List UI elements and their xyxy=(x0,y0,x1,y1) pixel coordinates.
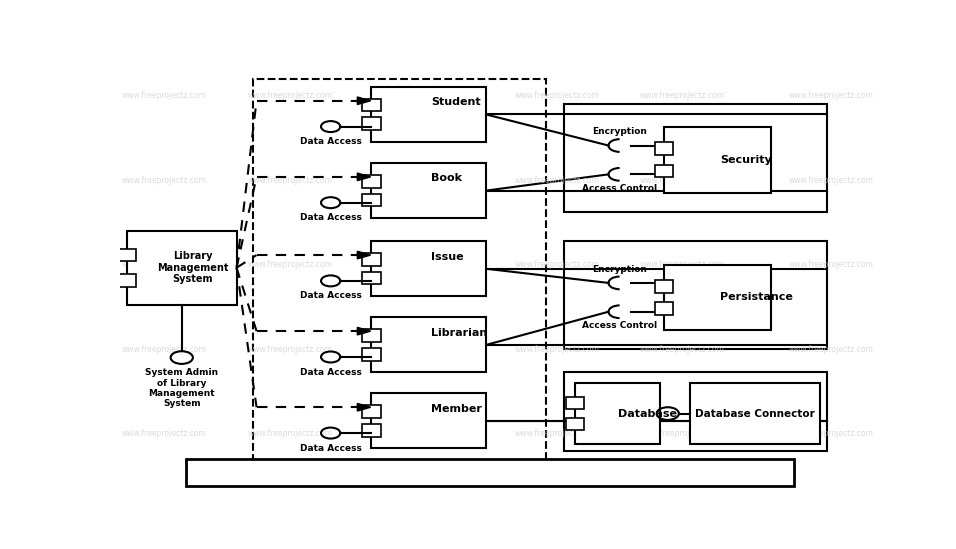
Text: www.freeprojectz.com: www.freeprojectz.com xyxy=(641,429,725,438)
FancyBboxPatch shape xyxy=(576,383,661,444)
Text: www.freeprojectz.com: www.freeprojectz.com xyxy=(121,429,206,438)
Text: www.freeprojectz.com: www.freeprojectz.com xyxy=(514,176,599,184)
Text: Data Access: Data Access xyxy=(300,137,361,146)
Text: www.freeprojectz.com: www.freeprojectz.com xyxy=(121,345,206,354)
Text: www.freeprojectz.com: www.freeprojectz.com xyxy=(248,176,333,184)
Bar xyxy=(362,253,380,266)
Text: www.freeprojectz.com: www.freeprojectz.com xyxy=(789,429,873,438)
FancyBboxPatch shape xyxy=(664,127,771,193)
Text: Librarian: Librarian xyxy=(431,328,488,338)
Polygon shape xyxy=(358,251,371,259)
Bar xyxy=(362,117,380,130)
Bar xyxy=(655,142,673,155)
Text: www.freeprojectz.com: www.freeprojectz.com xyxy=(121,260,206,269)
Polygon shape xyxy=(358,404,371,411)
FancyBboxPatch shape xyxy=(127,231,236,305)
Text: www.freeprojectz.com: www.freeprojectz.com xyxy=(789,176,873,184)
Text: www.freeprojectz.com: www.freeprojectz.com xyxy=(514,91,599,100)
FancyBboxPatch shape xyxy=(690,383,819,444)
Text: Security: Security xyxy=(720,155,771,165)
Text: Database: Database xyxy=(618,408,677,418)
Text: Access Control: Access Control xyxy=(582,321,657,330)
Text: Data Access: Data Access xyxy=(300,367,361,377)
Text: Data Access: Data Access xyxy=(300,444,361,452)
Text: Book: Book xyxy=(431,173,462,183)
FancyBboxPatch shape xyxy=(371,394,487,449)
Text: Data Access: Data Access xyxy=(300,213,361,222)
Bar xyxy=(655,280,673,293)
Bar xyxy=(362,424,380,436)
Bar xyxy=(655,165,673,177)
Text: www.freeprojectz.com: www.freeprojectz.com xyxy=(121,176,206,184)
Text: www.freeprojectz.com: www.freeprojectz.com xyxy=(380,429,466,438)
Text: www.freeprojectz.com: www.freeprojectz.com xyxy=(514,429,599,438)
Text: www.freeprojectz.com: www.freeprojectz.com xyxy=(789,345,873,354)
Text: www.freeprojectz.com: www.freeprojectz.com xyxy=(380,91,466,100)
Bar xyxy=(362,348,380,361)
Bar xyxy=(566,397,584,410)
Text: www.freeprojectz.com: www.freeprojectz.com xyxy=(248,260,333,269)
Bar xyxy=(362,99,380,111)
Text: Student: Student xyxy=(431,97,481,108)
Bar xyxy=(362,405,380,418)
Polygon shape xyxy=(358,97,371,104)
Polygon shape xyxy=(358,173,371,181)
Text: www.freeprojectz.com: www.freeprojectz.com xyxy=(380,176,466,184)
Text: www.freeprojectz.com: www.freeprojectz.com xyxy=(789,91,873,100)
Text: Member: Member xyxy=(431,404,482,414)
FancyBboxPatch shape xyxy=(371,242,487,296)
Text: www.freeprojectz.com: www.freeprojectz.com xyxy=(248,91,333,100)
Text: www.freeprojectz.com: www.freeprojectz.com xyxy=(641,345,725,354)
Text: Issue: Issue xyxy=(431,251,464,262)
Text: www.freeprojectz.com: www.freeprojectz.com xyxy=(380,345,466,354)
FancyBboxPatch shape xyxy=(371,317,487,372)
Text: www.freeprojectz.com: www.freeprojectz.com xyxy=(248,429,333,438)
Text: Persistance: Persistance xyxy=(720,292,793,302)
Bar xyxy=(118,274,136,287)
Text: www.freeprojectz.com: www.freeprojectz.com xyxy=(514,260,599,269)
Text: System Admin
of Library
Management
System: System Admin of Library Management Syste… xyxy=(145,368,218,408)
Bar xyxy=(655,302,673,315)
Text: Database Connector: Database Connector xyxy=(695,408,815,418)
Text: www.freeprojectz.com: www.freeprojectz.com xyxy=(248,345,333,354)
Text: www.freeprojectz.com: www.freeprojectz.com xyxy=(641,91,725,100)
Text: Encryption: Encryption xyxy=(592,265,647,273)
Text: www.freeprojectz.com: www.freeprojectz.com xyxy=(789,260,873,269)
Text: Library
Management
System: Library Management System xyxy=(157,251,228,284)
Polygon shape xyxy=(358,327,371,335)
Text: Encryption: Encryption xyxy=(592,127,647,136)
Bar xyxy=(362,175,380,188)
Bar xyxy=(362,329,380,342)
Bar xyxy=(362,272,380,284)
Text: www.freeprojectz.com: www.freeprojectz.com xyxy=(641,260,725,269)
FancyBboxPatch shape xyxy=(664,265,771,330)
Bar xyxy=(566,418,584,430)
Text: www.freeprojectz.com: www.freeprojectz.com xyxy=(514,345,599,354)
Text: Component Diagram of Library Management System: Component Diagram of Library Management … xyxy=(265,466,715,480)
Text: www.freeprojectz.com: www.freeprojectz.com xyxy=(121,91,206,100)
FancyBboxPatch shape xyxy=(371,87,487,142)
Text: Data Access: Data Access xyxy=(300,292,361,300)
Bar xyxy=(362,194,380,206)
Text: www.freeprojectz.com: www.freeprojectz.com xyxy=(380,260,466,269)
Text: www.freeprojectz.com: www.freeprojectz.com xyxy=(641,176,725,184)
FancyBboxPatch shape xyxy=(371,163,487,218)
Text: Access Control: Access Control xyxy=(582,184,657,193)
Bar xyxy=(118,249,136,261)
